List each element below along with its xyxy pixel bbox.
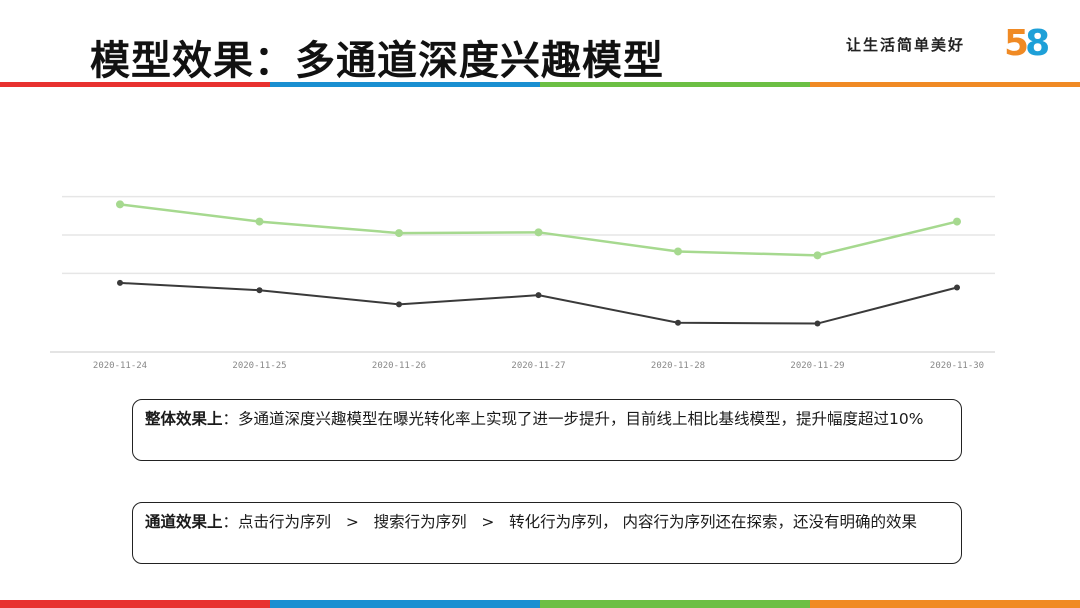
x-tick-label: 2020-11-25 [232,361,286,371]
series-1-point [116,200,124,209]
note-overall-sep: ： [222,410,239,428]
series-1-point [674,247,682,256]
note-channel-sep: ： [222,513,239,531]
series-line-2 [119,281,958,325]
series-1-point [395,229,403,238]
series-2-point [535,292,542,299]
note-channel: 通道效果上：点击行为序列 > 搜索行为序列 > 转化行为序列， 内容行为序列还在… [132,502,962,564]
band-red [0,600,270,608]
band-red [0,82,270,87]
note-overall-text: 多通道深度兴趣模型在曝光转化率上实现了进一步提升，目前线上相比基线模型，提升幅度… [238,410,924,428]
series-1-point [255,217,264,226]
x-tick-label: 2020-11-24 [93,361,147,371]
band-orange [810,82,1080,87]
series-2-point [675,319,681,326]
series-1-point [813,251,822,260]
band-green [540,82,810,87]
bottom-color-band [0,600,1080,608]
brand-logo: 58 [1004,23,1051,64]
top-color-band [0,82,1080,87]
series-2-point [396,301,402,308]
x-tick-label: 2020-11-29 [790,361,844,371]
x-tick-label: 2020-11-28 [651,361,705,371]
note-channel-label: 通道效果上 [145,513,223,531]
band-green [540,600,810,608]
note-channel-text: 点击行为序列 > 搜索行为序列 > 转化行为序列， 内容行为序列还在探索，还没有… [238,513,918,531]
x-tick-label: 2020-11-27 [511,361,565,371]
slogan: 让生活简单美好 [846,36,966,54]
band-blue [270,82,540,87]
series-1-point [953,217,961,226]
band-blue [270,600,540,608]
series-1-point [534,228,543,237]
x-tick-label: 2020-11-30 [930,361,984,371]
series-2-point [256,287,263,294]
series-2-point [117,279,123,286]
x-tick-label: 2020-11-26 [372,361,426,371]
line-chart: 2020-11-24 2020-11-25 2020-11-26 2020-11-27… [50,195,995,371]
band-orange [810,600,1080,608]
series-2-point [814,320,821,327]
note-overall-label: 整体效果上 [145,410,223,428]
series-2-point [954,284,960,291]
page-title: 模型效果：多通道深度兴趣模型 [90,38,664,84]
note-overall: 整体效果上：多通道深度兴趣模型在曝光转化率上实现了进一步提升，目前线上相比基线模… [132,399,962,461]
